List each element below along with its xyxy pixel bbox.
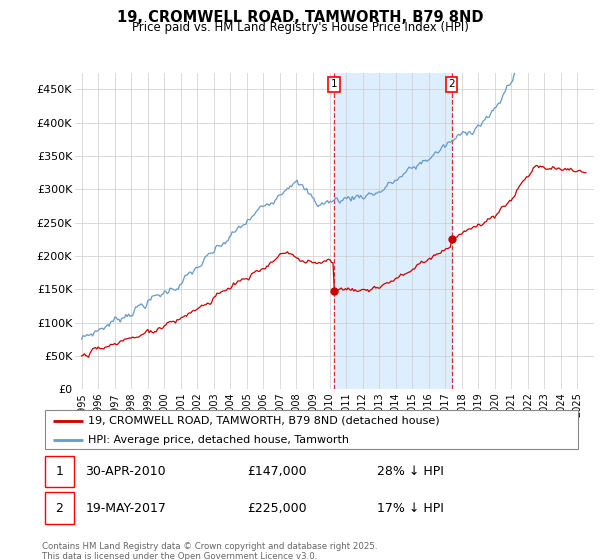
Text: 19-MAY-2017: 19-MAY-2017 xyxy=(85,502,166,515)
Text: £225,000: £225,000 xyxy=(247,502,307,515)
Text: 28% ↓ HPI: 28% ↓ HPI xyxy=(377,465,443,478)
Text: 1: 1 xyxy=(56,465,64,478)
FancyBboxPatch shape xyxy=(45,492,74,524)
Text: 2: 2 xyxy=(56,502,64,515)
Text: 30-APR-2010: 30-APR-2010 xyxy=(85,465,166,478)
FancyBboxPatch shape xyxy=(45,456,74,487)
Text: 19, CROMWELL ROAD, TAMWORTH, B79 8ND: 19, CROMWELL ROAD, TAMWORTH, B79 8ND xyxy=(117,10,483,25)
Text: 17% ↓ HPI: 17% ↓ HPI xyxy=(377,502,443,515)
Text: £147,000: £147,000 xyxy=(247,465,307,478)
Text: 19, CROMWELL ROAD, TAMWORTH, B79 8ND (detached house): 19, CROMWELL ROAD, TAMWORTH, B79 8ND (de… xyxy=(88,416,440,426)
Text: HPI: Average price, detached house, Tamworth: HPI: Average price, detached house, Tamw… xyxy=(88,435,349,445)
Text: 2: 2 xyxy=(448,79,455,89)
Bar xyxy=(334,73,452,389)
FancyBboxPatch shape xyxy=(45,410,578,449)
Text: Contains HM Land Registry data © Crown copyright and database right 2025.
This d: Contains HM Land Registry data © Crown c… xyxy=(42,542,377,560)
Text: Price paid vs. HM Land Registry's House Price Index (HPI): Price paid vs. HM Land Registry's House … xyxy=(131,21,469,34)
Text: 1: 1 xyxy=(331,79,338,89)
